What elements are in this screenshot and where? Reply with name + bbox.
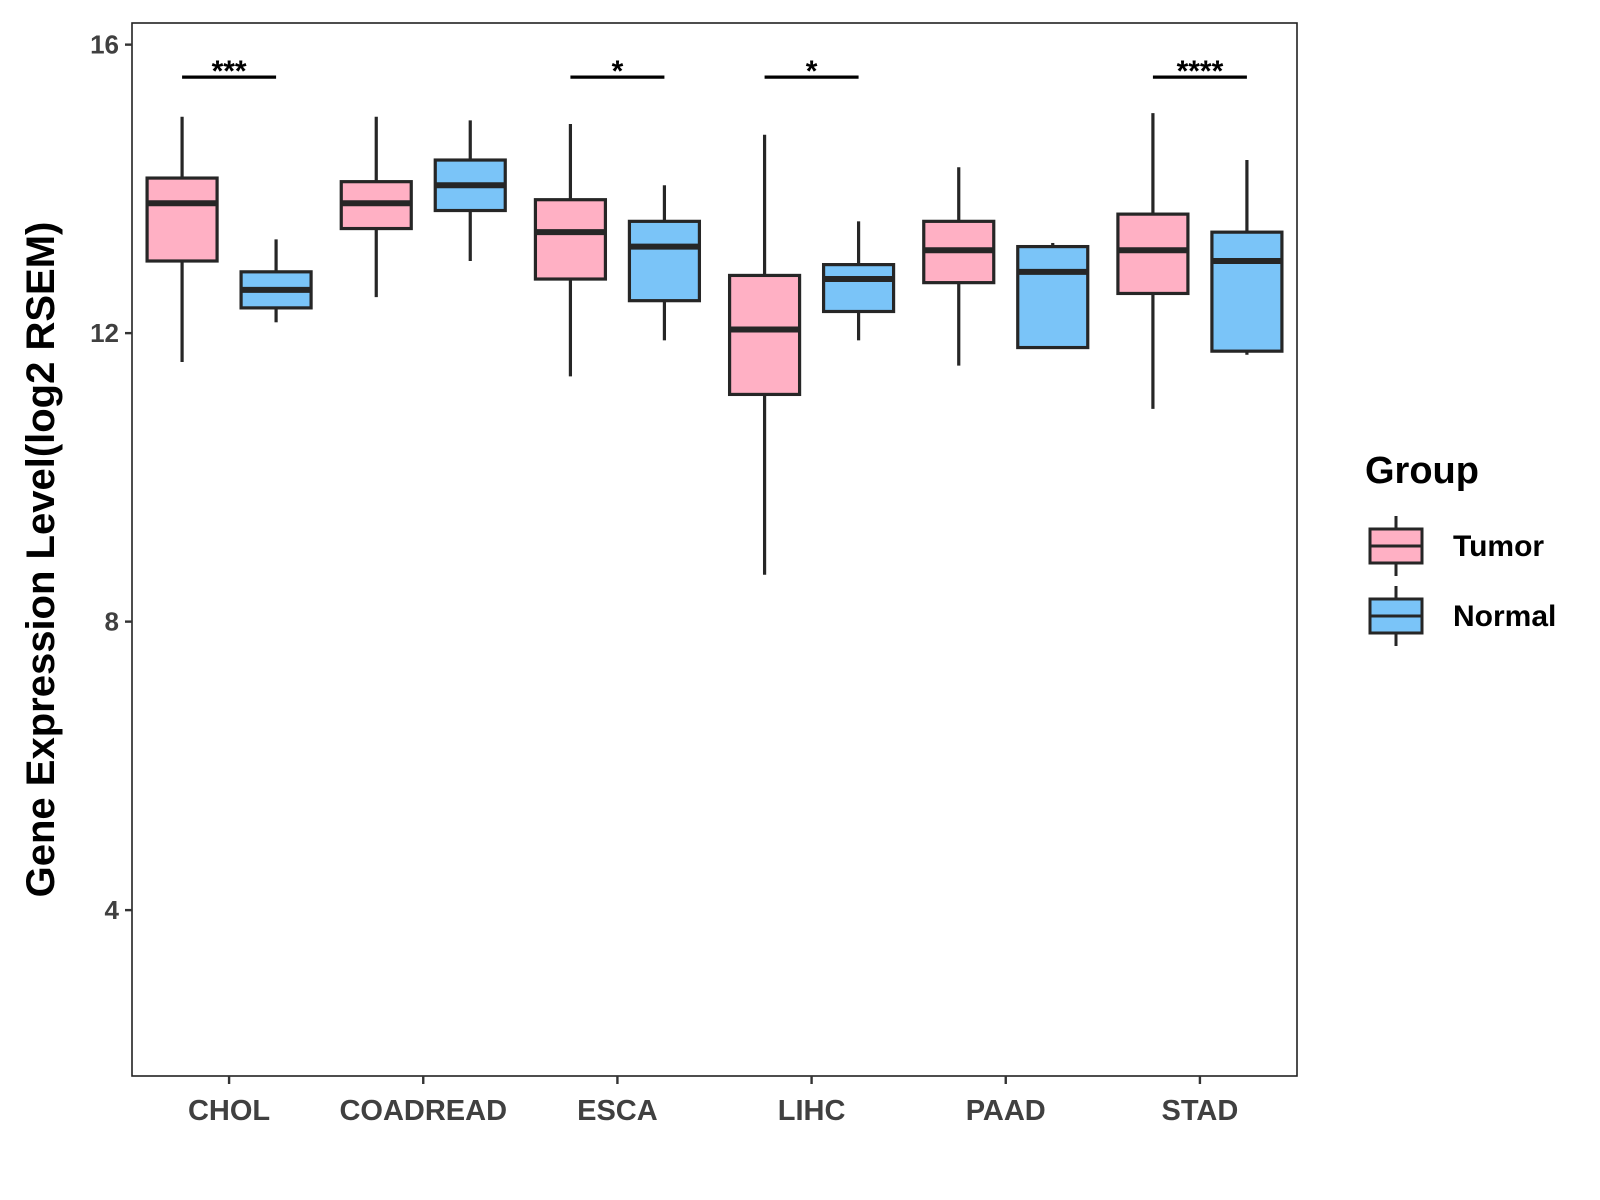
box-body (821, 263, 896, 314)
box-body (533, 198, 608, 281)
significance-label-lihc: * (806, 55, 818, 88)
x-tick-label-coadread: COADREAD (339, 1095, 507, 1127)
box-normal-lihc (821, 221, 896, 341)
box-normal-esca (627, 185, 702, 341)
x-tick-label-paad: PAAD (966, 1095, 1046, 1127)
significance-label-chol: *** (212, 55, 247, 88)
legend-entry-normal: Normal (1368, 586, 1556, 646)
box-body (727, 273, 802, 397)
box-tumor-chol (145, 116, 219, 362)
y-tick-label: 4 (105, 895, 120, 925)
x-tick-label-esca: ESCA (577, 1095, 658, 1127)
legend-title: Group (1365, 450, 1479, 492)
box-tumor-lihc (727, 134, 802, 575)
x-tick-label-chol: CHOL (188, 1095, 270, 1127)
box-body (627, 219, 702, 303)
box-normal-paad (1016, 242, 1090, 350)
y-tick-label: 12 (90, 318, 119, 348)
box-tumor-coadread (339, 116, 413, 298)
box-body (1116, 212, 1190, 296)
box-body (1210, 230, 1284, 353)
box-body (145, 176, 219, 263)
plot-panel-border (131, 22, 1298, 1077)
y-axis-title: Gene Expression Level(log2 RSEM) (19, 222, 63, 898)
box-tumor-paad (922, 167, 996, 366)
significance-label-stad: **** (1177, 55, 1224, 88)
box-tumor-stad (1116, 113, 1190, 409)
y-tick-label: 16 (90, 30, 119, 60)
box-normal-stad (1210, 160, 1284, 355)
legend-entry-tumor: Tumor (1368, 516, 1544, 576)
significance-label-esca: * (612, 55, 624, 88)
legend-label-normal: Normal (1453, 600, 1556, 633)
box-normal-coadread (433, 120, 507, 262)
y-tick-label: 8 (105, 607, 119, 637)
x-tick-label-stad: STAD (1162, 1095, 1239, 1127)
box-normal-chol (239, 239, 313, 323)
x-tick-label-lihc: LIHC (778, 1095, 846, 1127)
box-body (1016, 244, 1090, 350)
box-tumor-esca (533, 123, 608, 377)
legend-label-tumor: Tumor (1453, 530, 1544, 563)
